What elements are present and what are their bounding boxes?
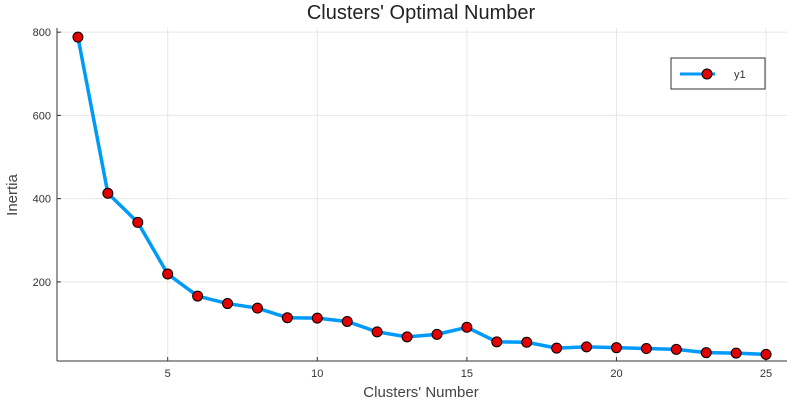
data-point: [162, 268, 174, 280]
data-point: [341, 315, 353, 327]
data-point: [192, 290, 204, 302]
legend-label: y1: [734, 69, 746, 81]
x-tick-label: 10: [311, 368, 323, 380]
x-tick-label: 5: [165, 368, 171, 380]
data-point: [700, 347, 712, 359]
data-point: [670, 343, 682, 355]
data-point: [132, 216, 144, 228]
y-tick-label: 400: [33, 194, 51, 206]
chart-title: Clusters' Optimal Number: [307, 2, 536, 24]
axes: [56, 28, 787, 362]
y-tick-label: 800: [33, 27, 51, 39]
x-axis-label: Clusters' Number: [363, 384, 478, 400]
legend: y1: [670, 57, 766, 90]
y-tick-label: 600: [33, 110, 51, 122]
data-point: [730, 347, 742, 359]
series-line: [76, 36, 767, 357]
x-tick-label: 20: [610, 368, 622, 380]
data-point: [72, 31, 84, 43]
y-axis-label: Inertia: [4, 174, 21, 216]
data-point: [431, 328, 443, 340]
x-tick-label: 25: [760, 368, 772, 380]
data-point: [281, 312, 293, 324]
data-point: [581, 341, 593, 353]
data-point: [222, 298, 234, 310]
x-tick-label: 15: [461, 368, 473, 380]
data-point: [311, 312, 323, 324]
data-point: [491, 336, 503, 348]
data-point: [461, 321, 473, 333]
data-point: [251, 302, 263, 314]
data-point: [102, 187, 114, 199]
data-point: [610, 342, 622, 354]
y-tick-label: 200: [33, 277, 51, 289]
series: [72, 31, 772, 360]
ticks: 5 10 15 20 25 200 400 600 800: [33, 27, 773, 380]
data-point: [760, 348, 772, 360]
data-point: [401, 331, 413, 343]
data-point: [640, 343, 652, 355]
data-point: [371, 326, 383, 338]
legend-marker-swatch: [701, 68, 713, 80]
data-point: [551, 342, 563, 354]
data-point: [521, 336, 533, 348]
